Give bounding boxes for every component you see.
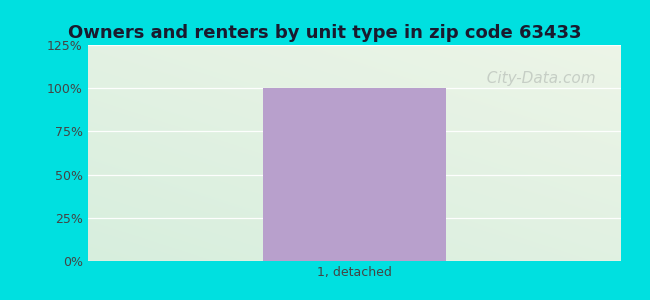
Bar bbox=[263, 88, 446, 261]
Text: City-Data.com: City-Data.com bbox=[477, 71, 595, 86]
Text: Owners and renters by unit type in zip code 63433: Owners and renters by unit type in zip c… bbox=[68, 24, 582, 42]
